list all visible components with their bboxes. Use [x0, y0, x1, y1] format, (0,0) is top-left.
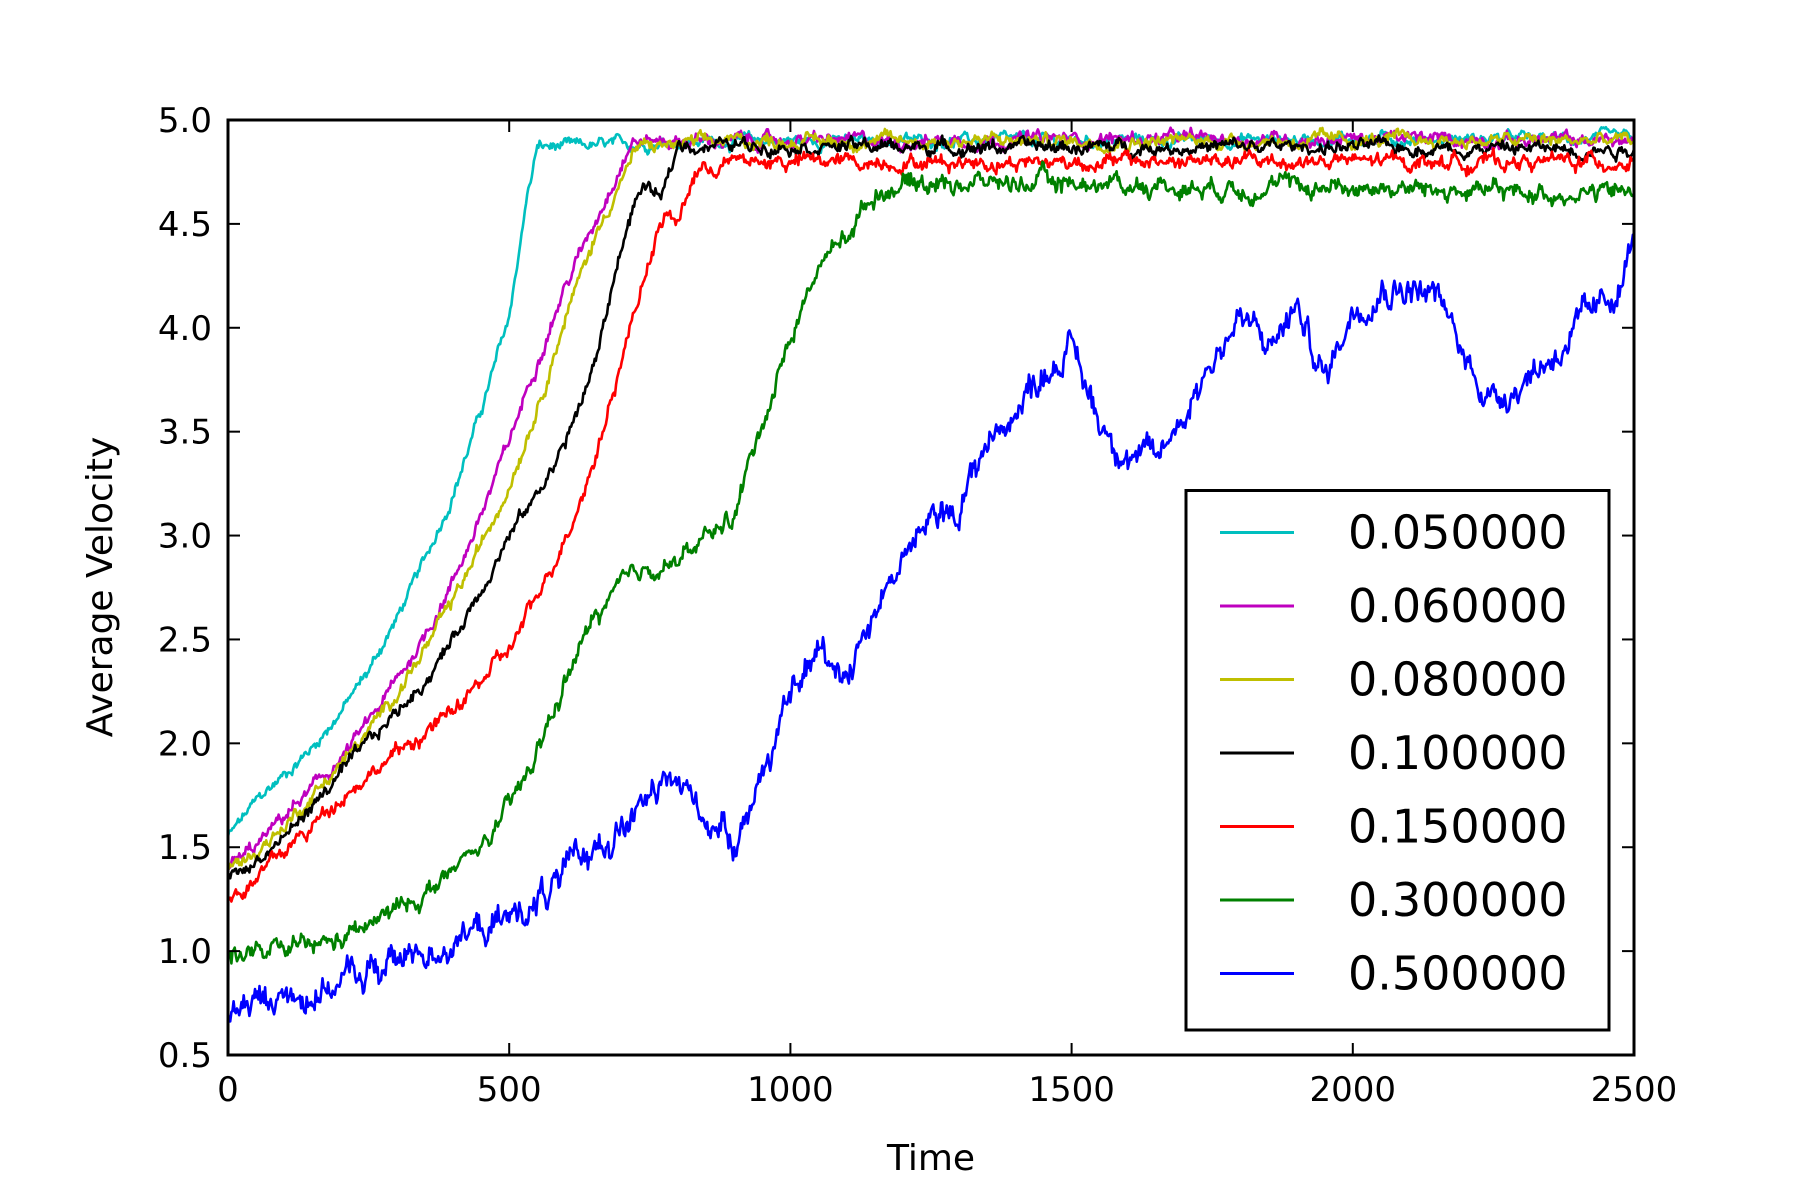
x-tick-label: 2500 — [1591, 1070, 1678, 1110]
y-tick-label: 0.5 — [158, 1036, 212, 1076]
y-tick-label: 4.0 — [158, 309, 212, 349]
legend-box — [1184, 489, 1611, 1032]
series-line-3 — [226, 126, 1635, 872]
x-tick-label: 1500 — [1028, 1070, 1115, 1110]
y-axis-label: Average Velocity — [80, 437, 121, 738]
legend-label: 0.080000 — [1348, 653, 1568, 707]
series-line-4 — [226, 134, 1636, 880]
y-tick-label: 1.5 — [158, 828, 212, 868]
x-tick-label: 0 — [217, 1070, 239, 1110]
y-tick-label: 1.0 — [158, 932, 212, 972]
y-tick-label: 4.5 — [158, 205, 212, 245]
plot-lines — [226, 125, 1636, 1026]
legend-label: 0.060000 — [1348, 579, 1568, 633]
x-axis-label: Time — [886, 1138, 975, 1179]
legend-label: 0.100000 — [1348, 726, 1568, 780]
plot-frame — [226, 118, 1636, 1057]
y-tick-label: 2.5 — [158, 620, 212, 660]
x-tick-label: 1000 — [747, 1070, 834, 1110]
y-axis-ticks: 0.5 1.0 1.5 2.0 2.5 3.0 3.5 4.0 4.5 5.0 — [158, 101, 1634, 1076]
x-tick-label: 500 — [477, 1070, 542, 1110]
legend-label: 0.150000 — [1348, 800, 1568, 854]
series-line-6 — [227, 160, 1636, 965]
y-tick-label: 5.0 — [158, 101, 212, 141]
y-tick-label: 3.5 — [158, 413, 212, 453]
y-tick-label: 3.0 — [158, 517, 212, 557]
series-line-5 — [227, 147, 1636, 903]
x-axis-ticks: 0 500 1000 1500 2000 2500 — [217, 120, 1677, 1110]
legend-label: 0.050000 — [1348, 506, 1568, 560]
x-tick-label: 2000 — [1310, 1070, 1397, 1110]
legend: 0.050000 0.060000 0.080000 0.100000 0.150000… — [1184, 489, 1611, 1032]
legend-label: 0.500000 — [1348, 947, 1568, 1001]
legend-label: 0.300000 — [1348, 873, 1568, 927]
series-line-7 — [226, 233, 1635, 1026]
y-tick-label: 2.0 — [158, 724, 212, 764]
